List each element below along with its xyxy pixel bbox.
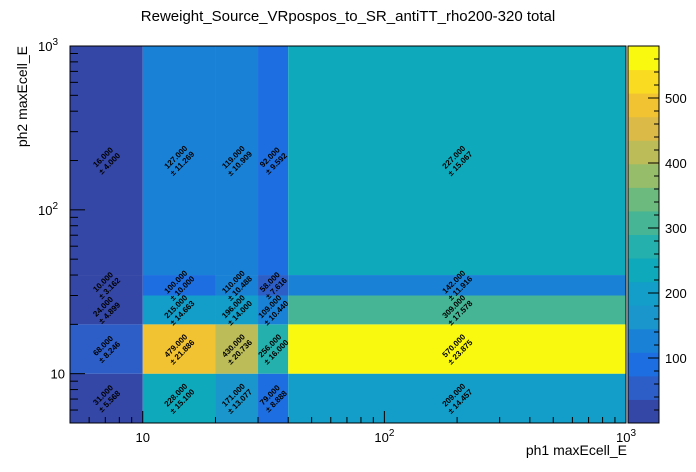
colorbar-swatch — [628, 140, 659, 165]
heatmap-cell — [215, 275, 259, 296]
colorbar-swatch — [628, 187, 659, 212]
heatmap-cell — [288, 275, 626, 296]
colorbar-swatch — [628, 46, 659, 71]
colorbar-swatch — [628, 258, 659, 283]
cell-label-group: 142.000± 11.916 — [441, 268, 475, 302]
x-tick-label: 10 — [136, 430, 150, 445]
color-scale-bar: 100 200 300 400 500 — [627, 45, 687, 424]
heatmap-cell — [258, 295, 289, 325]
heatmap-cell — [258, 373, 289, 423]
heatmap-cell — [70, 373, 143, 423]
x-axis-label: ph1 maxEcell_E — [526, 442, 627, 458]
colorbar-swatch — [628, 328, 659, 353]
heatmap-cell — [288, 46, 626, 276]
colorbar-tick-label: 500 — [665, 91, 687, 106]
heatmap-cell — [142, 46, 216, 276]
heatmap-cell — [70, 324, 143, 374]
colorbar-swatch — [628, 69, 659, 94]
heatmap-cell — [288, 324, 626, 374]
colorbar-swatch — [628, 116, 659, 141]
y-axis: 10 102 103 — [38, 37, 85, 424]
colorbar-tick-label: 400 — [665, 156, 687, 171]
heatmap-cell — [70, 295, 143, 325]
heatmap-cell — [258, 324, 289, 374]
y-tick-label: 103 — [38, 37, 58, 54]
heatmap-cell — [288, 295, 626, 325]
chart-title: Reweight_Source_VRpospos_to_SR_antiTT_rh… — [141, 8, 555, 25]
heatmap-cell — [142, 324, 216, 374]
colorbar-swatch — [628, 375, 659, 400]
heatmap-cell — [288, 373, 626, 423]
heatmap-cell — [215, 295, 259, 325]
heatmap-cell — [70, 46, 143, 276]
colorbar-swatch — [628, 281, 659, 306]
heatmap-cell — [258, 275, 289, 296]
y-axis-label: ph2 maxEcell_E — [14, 46, 30, 147]
colorbar-swatch — [628, 352, 659, 377]
heatmap-cell — [142, 275, 216, 296]
colorbar-tick-label: 100 — [665, 351, 687, 366]
plot-frame — [69, 45, 627, 424]
colorbar-swatch — [628, 163, 659, 188]
y-tick-label: 10 — [51, 367, 65, 382]
colorbar-swatch — [628, 399, 659, 424]
colorbar-swatch — [628, 234, 659, 259]
x-tick-label: 102 — [374, 428, 394, 445]
colorbar-swatch — [628, 210, 659, 235]
heatmap-cells — [70, 46, 626, 423]
heatmap-cell — [70, 275, 143, 296]
y-tick-label: 102 — [38, 201, 58, 218]
colorbar-frame — [627, 45, 660, 424]
colorbar-tick-label: 300 — [665, 221, 687, 236]
colorbar-tick-label: 200 — [665, 286, 687, 301]
heatmap-cell — [142, 295, 216, 325]
cell-label-group: 171.000± 13.077 — [220, 381, 254, 415]
heatmap-cell — [215, 324, 259, 374]
colorbar-swatch — [628, 93, 659, 118]
heatmap-cell — [142, 373, 216, 423]
heatmap-cell — [215, 373, 259, 423]
heatmap-cell — [215, 46, 259, 276]
colorbar-swatch — [628, 305, 659, 330]
heatmap-cell — [258, 46, 289, 276]
